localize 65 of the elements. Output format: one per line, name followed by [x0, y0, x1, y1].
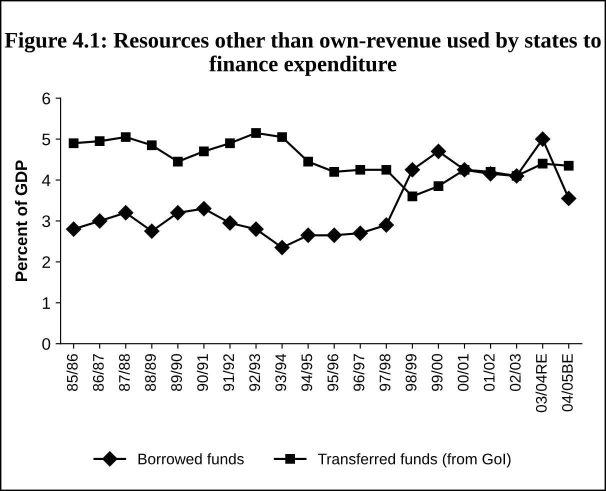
y-tick-label: 2 — [42, 256, 50, 268]
x-tick-label: 91/92 — [222, 354, 234, 391]
x-tick-label: 87/88 — [118, 354, 130, 391]
point — [173, 156, 183, 166]
x-tick-label: 02/03 — [509, 354, 521, 392]
point — [251, 128, 261, 138]
point — [561, 190, 576, 206]
point — [277, 132, 287, 142]
y-tick-label: 4 — [42, 174, 50, 186]
x-tick-label: 85/86 — [66, 354, 78, 391]
y-tick-label: 1 — [42, 297, 50, 309]
point — [538, 158, 548, 169]
point — [303, 156, 314, 166]
point — [408, 192, 418, 202]
point — [66, 222, 82, 237]
point — [535, 132, 550, 147]
y-tick-label: 6 — [42, 92, 50, 104]
point — [274, 240, 290, 256]
point — [92, 213, 108, 229]
x-tick-label: 92/93 — [248, 354, 260, 391]
x-tick-label: 90/91 — [196, 354, 208, 391]
x-tick-label: 94/95 — [301, 354, 312, 391]
x-tick-label: 86/87 — [92, 354, 104, 391]
point — [68, 138, 78, 148]
x-tick-label: 98/99 — [405, 354, 416, 391]
point — [404, 162, 420, 178]
x-tick-label: 93/94 — [274, 354, 286, 391]
point — [225, 138, 235, 148]
point — [170, 205, 186, 220]
point — [196, 201, 212, 216]
point — [430, 144, 446, 159]
point — [381, 164, 392, 175]
y-tick-label: 3 — [42, 215, 50, 228]
y-axis-title: Percent of GDP — [14, 160, 28, 281]
x-tick-label: 96/97 — [353, 354, 364, 391]
point — [326, 228, 342, 243]
point — [144, 224, 160, 239]
x-tick-label: 00/01 — [457, 354, 469, 392]
point — [199, 146, 209, 156]
legend-label: Transferred funds (from GoI) — [318, 453, 511, 468]
point — [355, 164, 366, 175]
y-tick-label: 0 — [42, 338, 50, 350]
point — [222, 215, 238, 231]
point — [564, 160, 574, 171]
point — [248, 222, 264, 237]
point — [118, 205, 134, 220]
x-tick-label: 88/89 — [144, 354, 156, 391]
x-tick-label: 99/00 — [431, 354, 443, 391]
point — [146, 140, 157, 150]
point — [434, 181, 444, 192]
x-tick-label: 03/04RE — [536, 354, 547, 412]
point — [120, 132, 131, 142]
legend-label: Borrowed funds — [138, 453, 244, 464]
x-tick-label: 97/98 — [379, 354, 390, 391]
point — [352, 226, 368, 241]
point — [329, 166, 340, 177]
point — [94, 136, 105, 146]
point — [300, 228, 316, 243]
x-tick-label: 01/02 — [483, 354, 495, 392]
x-tick-label: 04/05BE — [562, 354, 573, 412]
chart-title: Figure 4.1: Resources other than own-revenue used by states to finance expenditure — [4, 32, 601, 76]
x-tick-label: 95/96 — [327, 354, 338, 391]
y-tick-label: 5 — [42, 134, 50, 146]
point — [378, 217, 394, 233]
x-tick-label: 89/90 — [170, 354, 182, 391]
